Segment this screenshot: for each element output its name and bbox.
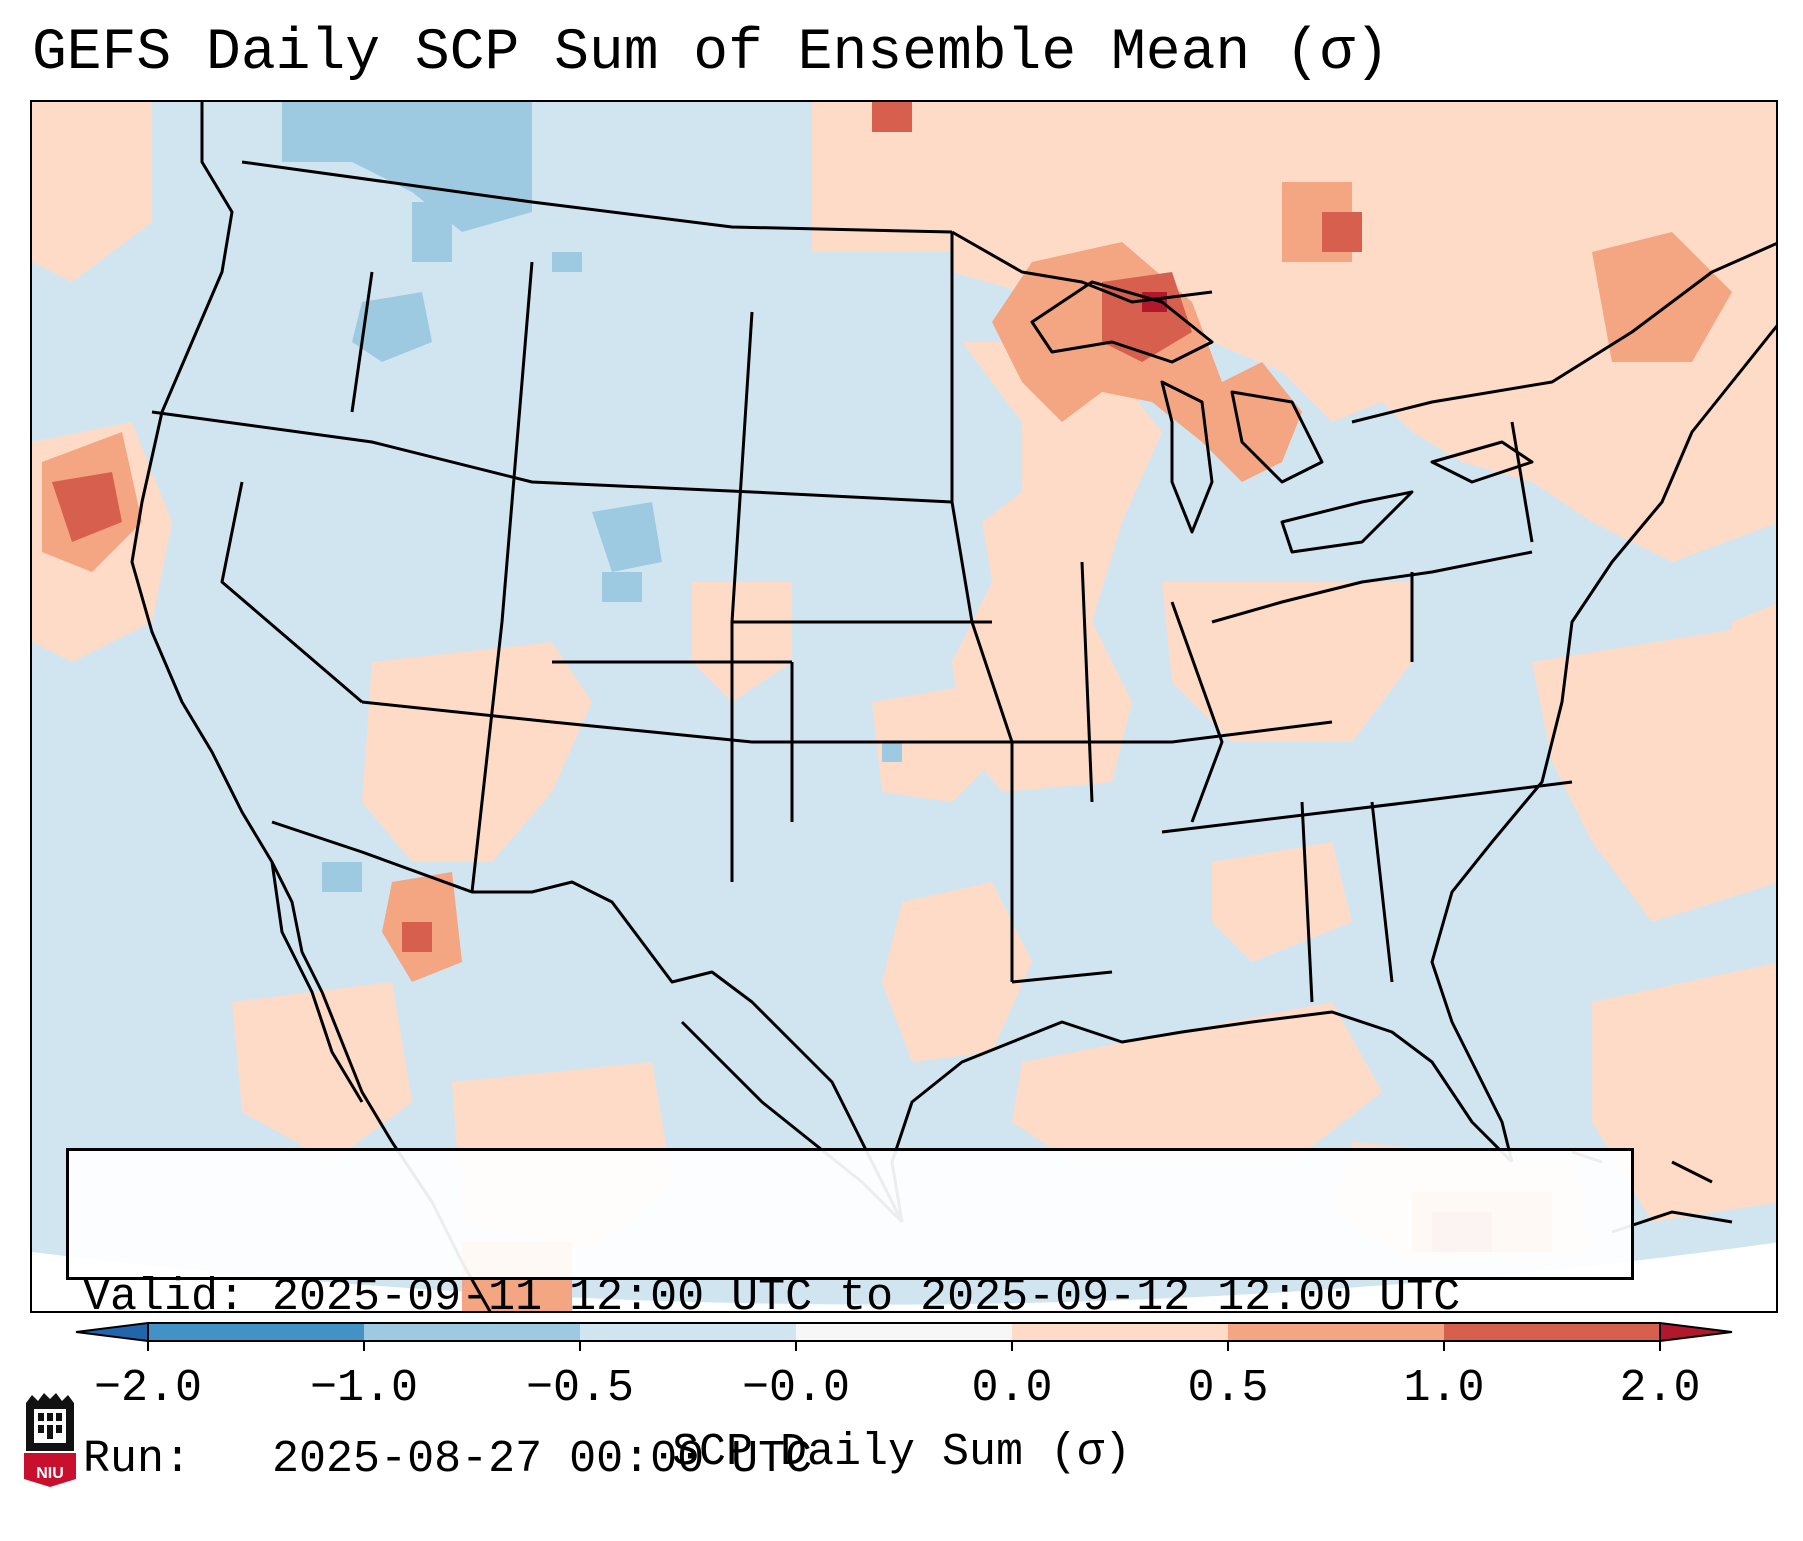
state-line-id: [350, 271, 374, 413]
colorbar-tick-label: −2.0: [93, 1363, 203, 1414]
run-row: Run: 2025-08-27 00:00 UTC: [83, 1433, 1631, 1487]
canada-border-east: [1351, 242, 1776, 424]
state-line-5: [1161, 780, 1573, 834]
gulf-coast: [890, 1010, 1514, 1223]
valid-label: Valid:: [83, 1272, 246, 1323]
map-panel: [30, 100, 1778, 1313]
colorbar-tick-label: 0.0: [971, 1363, 1053, 1414]
niu-logo: NIU: [22, 1391, 78, 1487]
lake-erie: [1280, 490, 1414, 554]
colorbar-tick-label: 0.5: [1187, 1363, 1269, 1414]
state-line-nv: [220, 481, 363, 704]
baja-coast: [270, 861, 364, 1103]
state-line-ga: [1370, 801, 1394, 983]
state-line-oh: [1211, 550, 1533, 624]
niu-logo-text: NIU: [36, 1465, 64, 1482]
lake-michigan: [1160, 380, 1214, 534]
colorbar-label: SCP Daily Sum (σ): [671, 1427, 1132, 1478]
colorbar-tick-label: 1.0: [1403, 1363, 1485, 1414]
state-line-4: [1170, 601, 1224, 823]
map-canvas: [32, 102, 1776, 1311]
colorbar-tick-label: −1.0: [309, 1363, 419, 1414]
state-line-2: [361, 700, 992, 744]
canada-border-west: [241, 160, 953, 234]
state-line-3: [992, 720, 1333, 744]
atlantic-coast: [1430, 324, 1776, 1163]
colorbar-tick-label: −0.5: [525, 1363, 635, 1414]
valid-value: 2025-09-11 12:00 UTC to 2025-09-12 12:00…: [272, 1272, 1461, 1323]
state-line-al: [1300, 801, 1314, 1003]
state-line-co-west: [470, 261, 534, 893]
run-value: 2025-08-27 00:00 UTC: [272, 1434, 813, 1485]
lake-ontario: [1430, 440, 1534, 484]
state-line-ny: [1510, 421, 1534, 543]
lake-superior: [1030, 280, 1214, 364]
state-line-la: [1011, 970, 1113, 984]
validity-info-box: Valid: 2025-09-11 12:00 UTC to 2025-09-1…: [66, 1148, 1634, 1485]
boundaries: [130, 102, 1776, 1311]
lake-huron: [1230, 390, 1324, 484]
canada-border-lakes: [951, 230, 1213, 304]
field-negative-regions: [282, 102, 902, 892]
state-line-1: [151, 410, 953, 504]
colorbar-tick-label: 2.0: [1619, 1363, 1701, 1414]
niu-logo-icon: [24, 1393, 76, 1487]
colorbar-tick-label: −0.0: [741, 1363, 851, 1414]
run-label: Run:: [83, 1434, 192, 1485]
state-line-ms-river: [1080, 561, 1094, 803]
pacific-coast: [130, 102, 492, 1311]
colorbar-extend-high: [1659, 1321, 1733, 1343]
valid-row: Valid: 2025-09-11 12:00 UTC to 2025-09-1…: [83, 1271, 1631, 1325]
chart-title: GEFS Daily SCP Sum of Ensemble Mean (σ): [32, 21, 1390, 86]
us-mexico-border: [271, 820, 904, 1223]
